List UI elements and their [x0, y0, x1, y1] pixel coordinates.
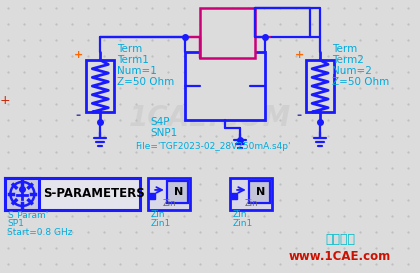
Text: +: +: [294, 50, 304, 60]
Text: Term2: Term2: [332, 55, 364, 65]
Bar: [249, 181, 270, 203]
Text: www.1CAE.com: www.1CAE.com: [289, 250, 391, 263]
Text: Start=0.8 GHz: Start=0.8 GHz: [8, 228, 73, 237]
Text: SNP1: SNP1: [150, 128, 178, 138]
Text: S4P: S4P: [150, 117, 170, 127]
Bar: [87, 60, 114, 112]
Text: Num=1: Num=1: [117, 66, 157, 76]
Text: -: -: [297, 109, 302, 121]
Text: Z=50 Ohm: Z=50 Ohm: [117, 77, 175, 87]
Text: Term: Term: [117, 44, 142, 54]
Bar: [148, 178, 190, 210]
Text: +: +: [0, 94, 11, 106]
Text: S_Param': S_Param': [8, 210, 49, 219]
Text: Term1: Term1: [117, 55, 149, 65]
Text: File='TGF2023-02_28V250mA.s4p': File='TGF2023-02_28V250mA.s4p': [135, 142, 291, 151]
Text: 1CAE.COM: 1CAE.COM: [129, 104, 291, 132]
Text: Term: Term: [332, 44, 357, 54]
Bar: [5, 178, 39, 210]
Text: Zin: Zin: [150, 210, 165, 219]
Text: -: -: [76, 109, 81, 121]
Text: Zin1: Zin1: [150, 219, 171, 228]
Text: Zin: Zin: [244, 200, 258, 208]
Text: S-PARAMETERS: S-PARAMETERS: [43, 188, 145, 200]
Bar: [230, 178, 272, 210]
Text: Num=2: Num=2: [332, 66, 372, 76]
Bar: [167, 181, 188, 203]
Text: Zin: Zin: [232, 210, 247, 219]
Text: N: N: [256, 187, 265, 197]
Text: SP1: SP1: [8, 219, 24, 228]
Bar: [306, 60, 334, 112]
Bar: [5, 178, 140, 210]
Text: Zin: Zin: [163, 200, 176, 208]
Bar: [200, 8, 255, 58]
Text: N: N: [174, 187, 183, 197]
Bar: [185, 52, 265, 120]
Text: Zin1: Zin1: [232, 219, 252, 228]
Text: Z=50 Ohm: Z=50 Ohm: [332, 77, 389, 87]
Text: +: +: [74, 50, 83, 60]
Text: 仿真在线: 仿真在线: [325, 233, 355, 247]
